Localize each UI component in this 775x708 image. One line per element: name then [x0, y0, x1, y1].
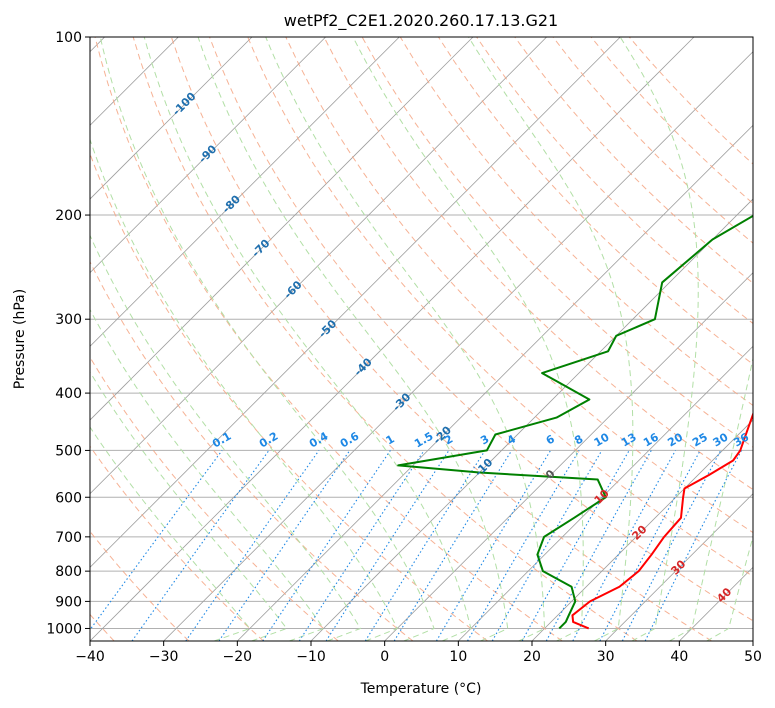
- isotherm-line: [90, 37, 474, 421]
- y-tick-label: 1000: [46, 621, 82, 637]
- x-tick-label: 30: [597, 649, 615, 665]
- dry-adiabat-line: [285, 37, 753, 534]
- x-tick-label: 10: [449, 649, 467, 665]
- x-tick-label: −20: [223, 649, 253, 665]
- mixing-ratio-line: [393, 450, 513, 641]
- y-tick-label: 600: [55, 490, 82, 506]
- mixing-ratio-line: [298, 450, 425, 641]
- mixing-ratio-line: [218, 450, 351, 641]
- dry-adiabat-line: [94, 37, 563, 641]
- y-tick-label: 300: [55, 312, 82, 328]
- isotherm-line: [90, 37, 547, 495]
- isotherm-line: [90, 37, 326, 274]
- y-tick-label: 900: [55, 594, 82, 610]
- dry-adiabat-line: [247, 37, 753, 577]
- x-tick-label: 40: [670, 649, 688, 665]
- y-axis-title: Pressure (hPa): [12, 289, 28, 389]
- dry-adiabat-line: [209, 37, 753, 622]
- mixing-ratio-line: [90, 450, 223, 631]
- moist-adiabat-line: [352, 37, 584, 641]
- dry-adiabat-line: [90, 356, 339, 641]
- dry-adiabat-line: [170, 37, 712, 641]
- mixing-ratio-line: [185, 450, 320, 641]
- moist-adiabat-line: [90, 371, 288, 641]
- x-tick-label: −40: [75, 649, 105, 665]
- chart-title: wetPf2_C2E1.2020.260.17.13.G21: [284, 11, 558, 31]
- mixing-ratio-line: [572, 450, 677, 641]
- y-tick-label: 500: [55, 443, 82, 459]
- y-tick-label: 800: [55, 564, 82, 580]
- y-tick-label: 700: [55, 530, 82, 546]
- dry-adiabat-line: [514, 37, 753, 284]
- x-tick-label: −30: [149, 649, 179, 665]
- moist-adiabat-line: [90, 234, 362, 641]
- mixing-ratio-line: [325, 450, 450, 641]
- mixing-ratio-line: [131, 450, 270, 641]
- isotherm-line: [458, 345, 753, 641]
- moist-adiabat-line: [669, 356, 753, 641]
- profiles: [397, 214, 753, 630]
- moist-adiabat-line: [619, 37, 699, 641]
- y-tick-label: 400: [55, 386, 82, 402]
- mixing-ratio-line: [262, 450, 391, 641]
- x-tick-label: 50: [744, 649, 762, 665]
- dry-adiabat-line: [476, 37, 753, 325]
- mixing-ratio-line: [644, 450, 742, 641]
- isotherm-line: [90, 37, 253, 200]
- moist-adiabat-line: [143, 37, 472, 641]
- moist-adiabat-line: [99, 37, 435, 641]
- x-tick-label: 0: [380, 649, 389, 665]
- dry-adiabat-line: [90, 260, 414, 641]
- isotherms: [90, 37, 753, 641]
- moist-adiabat-line: [706, 535, 753, 641]
- moist-adiabat-line: [265, 37, 546, 641]
- x-tick-label: 20: [523, 649, 541, 665]
- dry-adiabat-line: [90, 445, 264, 641]
- y-tick-label: 200: [55, 208, 82, 224]
- moist-adiabat-line: [90, 137, 398, 641]
- isotherm-line: [531, 419, 753, 641]
- x-axis-ticks: −40 −30 −20 −10 0 10 20 30 40 50: [75, 641, 762, 665]
- isotherm-line: [605, 493, 753, 641]
- x-tick-label: −10: [296, 649, 326, 665]
- dewpoint-profile-line: [397, 214, 753, 630]
- isotherm-line: [90, 37, 695, 641]
- moist-adiabats: [90, 37, 753, 641]
- isotherm-line: [163, 51, 753, 641]
- y-axis-ticks: 100 200 300 400 500 600 700 800 900 1000: [46, 30, 90, 637]
- temperature-profile-line: [571, 411, 753, 630]
- moist-adiabat-line: [90, 308, 325, 641]
- x-axis-title: Temperature (°C): [360, 681, 482, 697]
- isotherm-line: [384, 272, 753, 641]
- mixing-ratio-line: [621, 450, 722, 641]
- mixing-ratio-line: [545, 450, 652, 641]
- plot-area: -100-90-80-70-60-50-40-30-20-10 010203040…: [90, 37, 753, 641]
- isotherm-line: [237, 124, 753, 641]
- y-tick-label: 100: [55, 30, 82, 46]
- isotherm-line: [90, 37, 621, 568]
- moist-adiabat-line: [90, 426, 251, 641]
- plot-frame: [89, 36, 754, 642]
- dry-adiabat-line: [323, 37, 753, 491]
- isotherm-line: [90, 37, 400, 347]
- pressure-gridlines: [90, 37, 753, 629]
